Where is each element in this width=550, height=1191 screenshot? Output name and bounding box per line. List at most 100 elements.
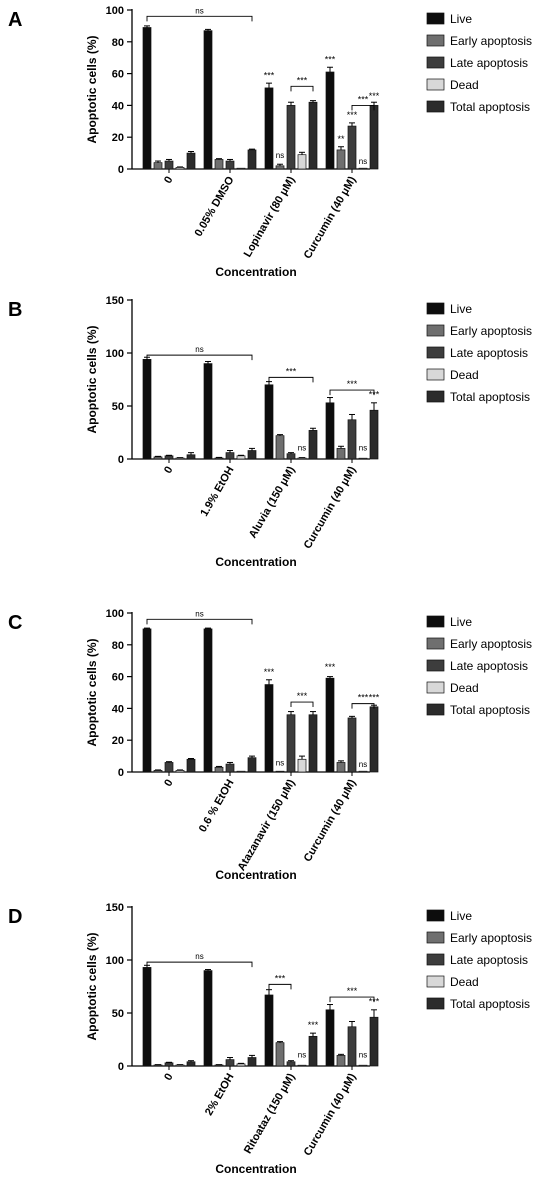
- significance-bracket: [351, 703, 375, 709]
- bar-live: [142, 628, 152, 773]
- legend-label: Total apoptosis: [450, 390, 530, 404]
- bar-total-apoptosis: [247, 450, 257, 460]
- bar-total-apoptosis: [247, 149, 257, 170]
- significance-label: ns: [195, 609, 203, 618]
- bar-dead: [297, 154, 307, 170]
- y-tick-label: 0: [118, 1061, 124, 1073]
- legend-label: Early apoptosis: [450, 637, 532, 651]
- significance-label: ns: [359, 1051, 367, 1060]
- bar-late-apoptosis: [225, 1059, 235, 1067]
- bar-total-apoptosis: [186, 152, 196, 170]
- x-tick-label: Curcumin (40 μM): [302, 777, 359, 864]
- bar-late-apoptosis: [164, 160, 174, 170]
- chart-panel-c: C Apoptotic cells (%) 0 20 40 60 80 100 0 0.6 % E…: [8, 608, 532, 882]
- y-tick-label: 150: [106, 295, 124, 307]
- bar-dead: [236, 167, 246, 170]
- bar-late-apoptosis: [347, 717, 357, 773]
- x-tick-label: Curcumin (40 μM): [302, 174, 359, 261]
- legend-swatch: [426, 975, 445, 988]
- bar-early-apoptosis: [336, 762, 346, 773]
- legend-swatch: [426, 931, 445, 944]
- significance-bracket: [290, 85, 314, 92]
- legend-swatch: [426, 78, 445, 91]
- significance-bracket: [146, 961, 253, 968]
- legend-swatch: [426, 34, 445, 47]
- y-tick-label: 80: [112, 640, 124, 652]
- legend-swatch: [426, 302, 445, 315]
- bar-total-apoptosis: [186, 1061, 196, 1067]
- legend-label: Total apoptosis: [450, 703, 530, 717]
- legend-label: Late apoptosis: [450, 953, 528, 967]
- significance-label: ***: [347, 110, 358, 120]
- bar-dead: [358, 770, 368, 773]
- bar-total-apoptosis: [247, 757, 257, 773]
- bar-total-apoptosis: [308, 1035, 318, 1067]
- legend-swatch: [426, 953, 445, 966]
- panel-letter: A: [8, 9, 22, 31]
- bar-late-apoptosis: [347, 125, 357, 170]
- bar-dead: [297, 758, 307, 773]
- bar-live: [264, 994, 274, 1067]
- legend-label: Early apoptosis: [450, 324, 532, 338]
- bar-early-apoptosis: [153, 456, 163, 460]
- y-tick-label: 20: [112, 132, 124, 144]
- y-axis-label: Apoptotic cells (%): [85, 638, 99, 746]
- bar-dead: [358, 1064, 368, 1067]
- legend-swatch: [426, 681, 445, 694]
- legend-swatch: [426, 346, 445, 359]
- significance-label: ***: [358, 94, 369, 104]
- bar-late-apoptosis: [225, 763, 235, 773]
- bar-late-apoptosis: [164, 1062, 174, 1067]
- bar-live: [203, 363, 213, 460]
- x-tick-label: 2% EtOH: [203, 1071, 237, 1117]
- bar-late-apoptosis: [286, 453, 296, 460]
- significance-bracket: [329, 389, 375, 396]
- panel-letter: D: [8, 906, 22, 928]
- y-tick-label: 50: [112, 1008, 124, 1020]
- legend-label: Live: [450, 12, 472, 26]
- significance-label: ***: [325, 662, 336, 672]
- significance-label: ***: [358, 693, 369, 703]
- significance-label: ns: [359, 760, 367, 769]
- bar-live: [325, 402, 335, 460]
- significance-label: ns: [298, 1051, 306, 1060]
- bar-early-apoptosis: [275, 770, 285, 773]
- significance-label: ns: [195, 345, 203, 354]
- x-axis-label: Concentration: [215, 265, 296, 279]
- bar-live: [142, 359, 152, 460]
- y-tick-label: 100: [106, 608, 124, 620]
- bar-late-apoptosis: [225, 452, 235, 460]
- legend-swatch: [426, 324, 445, 337]
- bar-live: [264, 87, 274, 170]
- legend-label: Late apoptosis: [450, 56, 528, 70]
- bar-early-apoptosis: [214, 159, 224, 170]
- bar-total-apoptosis: [308, 714, 318, 773]
- chart-panel-a: A Apoptotic cells (%) 0 20 40 60 80 100 0 0.05% D…: [8, 5, 532, 279]
- significance-label: ***: [275, 973, 286, 983]
- bar-late-apoptosis: [164, 762, 174, 773]
- x-axis-label: Concentration: [215, 1162, 296, 1176]
- y-tick-label: 0: [118, 164, 124, 176]
- x-tick-label: 0.05% DMSO: [193, 174, 237, 239]
- legend-label: Live: [450, 909, 472, 923]
- significance-label: ns: [359, 444, 367, 453]
- y-tick-label: 50: [112, 401, 124, 413]
- legend-swatch: [426, 12, 445, 25]
- y-tick-label: 100: [106, 955, 124, 967]
- y-axis-label: Apoptotic cells (%): [85, 35, 99, 143]
- legend-label: Dead: [450, 681, 479, 695]
- legend-swatch: [426, 390, 445, 403]
- legend-label: Dead: [450, 78, 479, 92]
- bar-dead: [358, 167, 368, 170]
- bar-early-apoptosis: [336, 149, 346, 170]
- y-tick-label: 80: [112, 37, 124, 49]
- bar-late-apoptosis: [347, 1026, 357, 1067]
- bar-late-apoptosis: [347, 419, 357, 460]
- significance-label: ns: [195, 6, 203, 15]
- bar-live: [264, 384, 274, 460]
- significance-bracket: [290, 701, 314, 708]
- bar-total-apoptosis: [308, 101, 318, 170]
- bar-early-apoptosis: [214, 457, 224, 460]
- bar-total-apoptosis: [369, 706, 379, 773]
